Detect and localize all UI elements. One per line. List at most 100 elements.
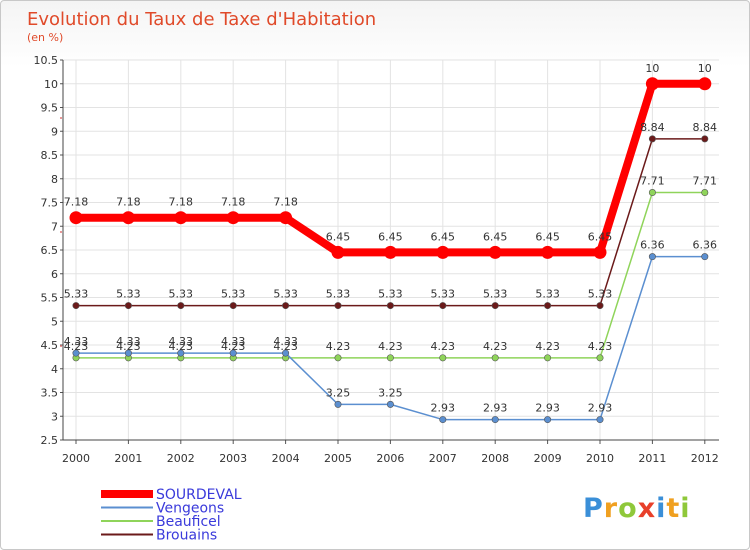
grid-layer xyxy=(63,59,719,441)
data-point-vengeons xyxy=(544,416,552,424)
legend-label-brouains: Brouains xyxy=(156,528,217,544)
y-tick-label: 7 xyxy=(51,220,58,233)
data-point-sourdeval xyxy=(436,245,450,259)
data-label-vengeons: 4.33 xyxy=(221,335,246,348)
data-label-beauficel: 4.23 xyxy=(169,340,194,353)
data-label-beauficel: 4.23 xyxy=(273,340,298,353)
data-label-brouains: 5.33 xyxy=(431,288,456,301)
data-point-sourdeval xyxy=(226,211,240,225)
y-tick-label: 4.5 xyxy=(41,339,59,352)
data-point-sourdeval xyxy=(121,211,135,225)
y-tick-label: 9 xyxy=(51,125,58,138)
data-point-sourdeval xyxy=(383,245,397,259)
data-label-vengeons: 4.33 xyxy=(64,335,89,348)
data-point-vengeons xyxy=(386,400,394,408)
x-tick-label: 2000 xyxy=(62,452,90,465)
data-label-brouains: 5.33 xyxy=(273,288,298,301)
x-tick-label: 2003 xyxy=(219,452,247,465)
data-label-vengeons: 6.36 xyxy=(693,239,718,252)
y-tick-label: 3 xyxy=(51,410,58,423)
data-point-beauficel xyxy=(701,189,709,197)
data-label-brouains: 5.33 xyxy=(169,288,194,301)
y-tick-label: 7.5 xyxy=(41,197,59,210)
y-tick-label: 8.5 xyxy=(41,149,59,162)
legend-label-vengeons: Vengeons xyxy=(156,501,224,517)
data-label-brouains: 5.33 xyxy=(64,288,89,301)
data-label-beauficel: 4.23 xyxy=(431,340,456,353)
logo-letter: x xyxy=(638,493,656,524)
data-label-brouains: 5.33 xyxy=(116,288,141,301)
axis-layer: 2.5 3 3.5 4 4.5 5 5.5 6 6.5 7 7.5 8 8.5 9 9.5 10 10.5 200… xyxy=(34,54,719,465)
data-point-brouains xyxy=(124,302,132,310)
data-label-vengeons: 2.93 xyxy=(535,402,560,415)
x-tick-label: 2010 xyxy=(586,452,614,465)
data-point-sourdeval xyxy=(279,211,293,225)
proxiti-logo: Proxiti xyxy=(583,493,691,524)
data-label-vengeons: 2.93 xyxy=(588,402,613,415)
data-point-vengeons xyxy=(72,349,80,357)
y-tick-label: 3.5 xyxy=(41,387,59,400)
data-label-vengeons: 4.33 xyxy=(116,335,141,348)
data-label-sourdeval: 10 xyxy=(698,62,712,75)
legend-label-beauficel: Beauficel xyxy=(156,514,221,530)
data-point-sourdeval xyxy=(174,211,188,225)
data-point-sourdeval xyxy=(645,77,659,91)
data-label-vengeons: 4.33 xyxy=(273,335,298,348)
data-label-vengeons: 2.93 xyxy=(431,402,456,415)
data-label-sourdeval: 6.45 xyxy=(378,230,403,243)
y-tick-label: 5.5 xyxy=(41,292,59,305)
data-label-brouains: 5.33 xyxy=(588,288,613,301)
data-point-brouains xyxy=(72,302,80,310)
data-point-vengeons xyxy=(177,349,185,357)
data-label-beauficel: 4.23 xyxy=(535,340,560,353)
data-label-sourdeval: 7.18 xyxy=(64,196,89,209)
data-label-layer: 5.33 5.33 5.33 5.33 5.33 5.33 5.33 5.33 5.33 5.33… xyxy=(64,62,717,415)
data-point-vengeons xyxy=(701,253,709,261)
series-layer xyxy=(69,77,712,424)
data-point-beauficel xyxy=(334,354,342,362)
data-point-vengeons xyxy=(491,416,499,424)
data-point-brouains xyxy=(491,302,499,310)
data-label-sourdeval: 7.18 xyxy=(169,196,194,209)
chart-subtitle: (en %) xyxy=(27,31,63,44)
data-point-brouains xyxy=(334,302,342,310)
data-point-brouains xyxy=(648,135,656,143)
y-tick-label: 6.5 xyxy=(41,244,59,257)
data-point-vengeons xyxy=(439,416,447,424)
data-point-beauficel xyxy=(439,354,447,362)
legend-label-sourdeval: SOURDEVAL xyxy=(156,487,242,503)
data-point-brouains xyxy=(439,302,447,310)
data-label-sourdeval: 7.18 xyxy=(273,196,298,209)
logo-letter: t xyxy=(666,493,680,524)
data-label-beauficel: 4.23 xyxy=(326,340,351,353)
data-label-vengeons: 4.33 xyxy=(169,335,194,348)
x-tick-label: 2007 xyxy=(429,452,457,465)
logo-letter: i xyxy=(680,493,690,524)
data-label-sourdeval: 6.45 xyxy=(326,230,351,243)
data-label-vengeons: 3.25 xyxy=(378,386,403,399)
x-tick-label: 2009 xyxy=(534,452,562,465)
data-point-brouains xyxy=(177,302,185,310)
data-point-vengeons xyxy=(229,349,237,357)
data-point-beauficel xyxy=(544,354,552,362)
data-label-sourdeval: 6.45 xyxy=(588,230,613,243)
data-point-sourdeval xyxy=(69,211,83,225)
data-label-beauficel: 4.23 xyxy=(588,340,613,353)
y-tick-label: 9.5 xyxy=(41,102,59,115)
data-label-vengeons: 3.25 xyxy=(326,386,351,399)
data-point-brouains xyxy=(701,135,709,143)
data-label-brouains: 8.84 xyxy=(693,121,718,134)
data-point-beauficel xyxy=(491,354,499,362)
data-point-vengeons xyxy=(282,349,290,357)
y-tick-label: 4 xyxy=(51,363,58,376)
data-label-sourdeval: 6.45 xyxy=(535,230,560,243)
data-label-brouains: 8.84 xyxy=(640,121,665,134)
data-label-brouains: 5.33 xyxy=(221,288,246,301)
data-point-vengeons xyxy=(648,253,656,261)
data-label-beauficel: 4.23 xyxy=(221,340,246,353)
data-label-vengeons: 6.36 xyxy=(640,239,665,252)
data-point-brouains xyxy=(229,302,237,310)
x-tick-label: 2004 xyxy=(272,452,300,465)
data-label-brouains: 5.33 xyxy=(326,288,351,301)
